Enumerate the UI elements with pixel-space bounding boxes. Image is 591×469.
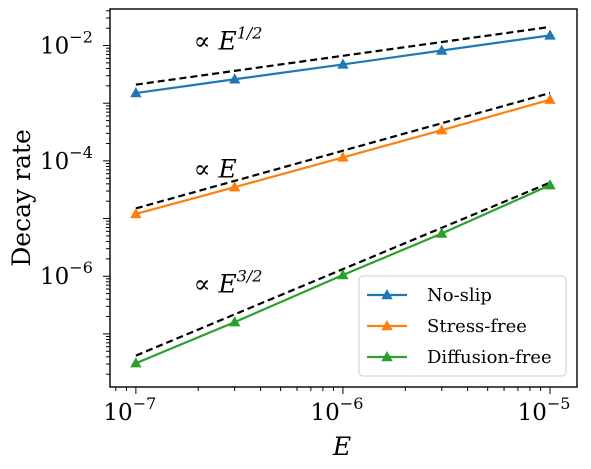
plot-frame	[109, 8, 578, 388]
data-point-no-slip-3	[337, 58, 349, 69]
y-axis-label-text: Decay rate	[7, 129, 36, 267]
reference-line-1	[135, 25, 551, 86]
x-tick-label: 10−6	[311, 394, 364, 426]
x-axis-label: E	[332, 432, 351, 461]
data-point-stress-free-4	[436, 124, 448, 135]
data-point-diffusion-free-1	[130, 357, 142, 368]
data-point-no-slip-1	[130, 87, 142, 98]
plot-area: ∝ E1/2 ∝ E ∝ E3/2 10−7 10−6 10−5 10−2 10−4 10−6 N…	[40, 8, 578, 426]
slope-annotation-1: ∝ E1/2	[194, 24, 263, 56]
data-point-no-slip-5	[544, 29, 556, 40]
reference-line-2	[135, 91, 551, 210]
legend: No-slip Stress-free Diffusion-free	[358, 275, 567, 377]
legend-label-diffusion-free: Diffusion-free	[427, 347, 552, 368]
data-point-stress-free-2	[228, 181, 241, 192]
slope-annotation-3: ∝ E3/2	[194, 267, 263, 299]
x-tick-label: 10−5	[518, 394, 571, 426]
data-point-diffusion-free-5	[544, 179, 556, 190]
data-point-diffusion-free-2	[228, 316, 241, 327]
data-point-diffusion-free-4	[436, 227, 448, 238]
x-tick-label: 10−7	[103, 394, 156, 426]
legend-box	[358, 275, 567, 377]
legend-marker-stress-free	[381, 320, 393, 331]
y-tick-label: 10−4	[40, 143, 93, 175]
data-point-no-slip-4	[436, 44, 448, 55]
data-point-stress-free-3	[337, 151, 349, 162]
data-point-stress-free-5	[544, 93, 556, 104]
legend-marker-no-slip	[381, 289, 393, 300]
y-axis-label: Decay rate	[7, 129, 36, 267]
slope-annotation-2: ∝ E	[194, 154, 237, 183]
y-tick-label: 10−6	[40, 258, 93, 290]
legend-label-no-slip: No-slip	[427, 285, 492, 306]
y-tick-label: 10−2	[40, 28, 93, 60]
data-point-diffusion-free-3	[337, 269, 349, 280]
legend-label-stress-free: Stress-free	[427, 316, 527, 337]
data-point-no-slip-2	[228, 73, 241, 84]
x-axis-label-text: E	[332, 432, 351, 461]
data-point-stress-free-1	[130, 207, 142, 219]
legend-marker-diffusion-free	[381, 351, 393, 362]
